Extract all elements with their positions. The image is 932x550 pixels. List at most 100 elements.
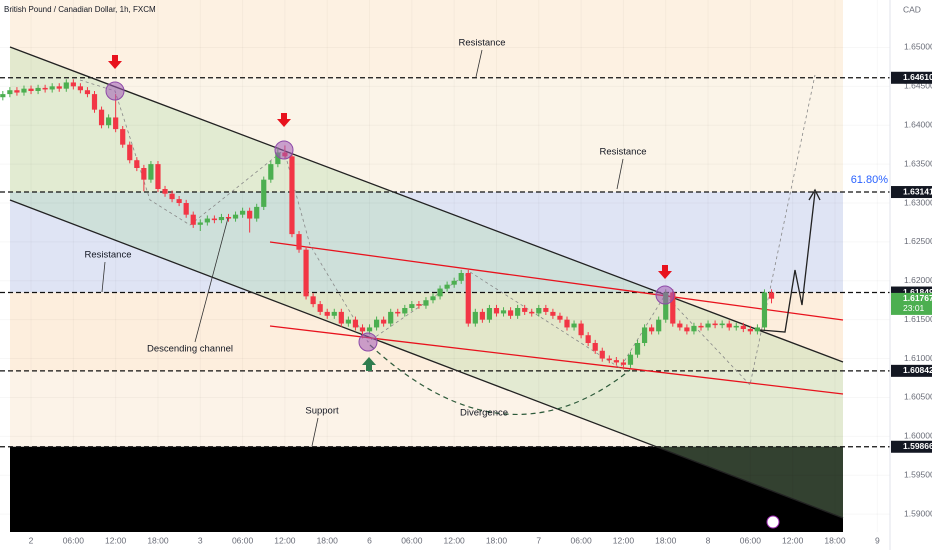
candle-body xyxy=(35,87,41,91)
candle-body xyxy=(366,327,373,332)
candle-body xyxy=(754,327,761,332)
candle-body xyxy=(169,193,175,200)
candle-body xyxy=(134,160,140,168)
y-tick-label: 1.62000 xyxy=(904,275,932,285)
candle-body xyxy=(529,311,535,314)
up-arrow xyxy=(362,357,376,371)
candle-body xyxy=(592,343,598,351)
x-tick-label: 6 xyxy=(367,535,372,545)
candle-body xyxy=(106,117,112,126)
candle-body xyxy=(239,210,246,215)
candle-body xyxy=(388,311,394,324)
event-icon xyxy=(766,515,780,529)
candle-body xyxy=(627,354,634,365)
candle-body xyxy=(458,273,464,281)
candle-body xyxy=(28,88,34,91)
candle-body xyxy=(261,179,267,207)
channel-upper xyxy=(9,46,844,363)
y-tick-label: 1.65000 xyxy=(904,42,932,52)
candle-body xyxy=(49,86,55,90)
annotation: Support xyxy=(305,406,339,417)
level-label: 1.64610 xyxy=(903,72,932,82)
candle-body xyxy=(338,311,344,324)
candle-body xyxy=(543,308,549,312)
candle-body xyxy=(162,189,168,194)
y-tick-label: 1.60500 xyxy=(904,392,932,402)
candle-body xyxy=(289,156,295,235)
candle-body xyxy=(768,292,775,299)
candle-body xyxy=(522,308,528,312)
candle-body xyxy=(120,129,126,145)
candle-body xyxy=(634,343,641,355)
candle-body xyxy=(7,90,13,95)
candle-body xyxy=(444,284,450,289)
candle-body xyxy=(21,88,27,93)
level-box xyxy=(891,71,932,84)
y-tick-label: 1.63500 xyxy=(904,158,932,168)
down-arrow xyxy=(658,265,672,279)
level-label: 1.63141 xyxy=(903,186,932,196)
candle-body xyxy=(268,164,274,180)
candle-body xyxy=(564,319,570,328)
candle-body xyxy=(373,319,380,328)
candles xyxy=(0,79,775,370)
candle-body xyxy=(761,292,768,328)
level-box xyxy=(891,186,932,199)
candle-body xyxy=(423,300,429,306)
grid xyxy=(0,77,890,448)
candle-body xyxy=(155,164,161,189)
candle-body xyxy=(726,323,732,328)
candle-body xyxy=(649,327,655,332)
candle-body xyxy=(204,218,210,223)
current-time: 23:01 xyxy=(903,303,925,313)
y-tick-label: 1.60000 xyxy=(904,431,932,441)
down-arrow xyxy=(277,113,291,127)
x-tick-label: 18:00 xyxy=(147,535,169,545)
candle-body xyxy=(620,362,627,365)
candle-body xyxy=(127,144,133,161)
x-tick-label: 18:00 xyxy=(486,535,508,545)
x-tick-label: 7 xyxy=(536,535,541,545)
annotation: Divergence xyxy=(460,408,508,419)
fib-label: 61.80% xyxy=(851,174,889,186)
x-tick-label: 06:00 xyxy=(570,535,592,545)
x-tick-label: 8 xyxy=(706,535,711,545)
candle-body xyxy=(381,319,387,324)
candle-body xyxy=(437,288,443,297)
x-tick-label: 2 xyxy=(29,535,34,545)
down-arrow xyxy=(108,55,122,69)
candle-body xyxy=(747,329,753,332)
candle-body xyxy=(409,304,415,308)
candle-body xyxy=(42,87,48,90)
y-tick-label: 1.64500 xyxy=(904,81,932,91)
candle-body xyxy=(585,335,591,343)
x-tick-label: 12:00 xyxy=(444,535,466,545)
candle-body xyxy=(197,222,203,225)
candle-body xyxy=(705,323,711,328)
zone xyxy=(10,446,843,532)
candle-body xyxy=(402,308,408,314)
candle-body xyxy=(613,360,619,363)
candle-body xyxy=(479,311,485,320)
candle-body xyxy=(500,310,507,314)
candle-body xyxy=(599,350,605,359)
candle-body xyxy=(606,358,612,361)
candle-body xyxy=(536,308,542,314)
candle-body xyxy=(98,109,105,126)
projection xyxy=(759,191,816,333)
pivot-circle xyxy=(655,285,675,305)
candle-body xyxy=(218,217,225,221)
candle-body xyxy=(472,311,478,324)
y-tick-label: 1.64000 xyxy=(904,119,932,129)
zone xyxy=(10,192,843,293)
candle-body xyxy=(578,323,584,336)
pivot-circle xyxy=(274,140,294,160)
candle-body xyxy=(84,90,91,95)
candle-body xyxy=(0,94,6,98)
level-label: 1.60842 xyxy=(903,365,932,375)
candle-body xyxy=(324,311,330,316)
axes: 1.59000 1.59500 1.60000 1.60500 1.61000 1.615… xyxy=(29,42,932,545)
currency: CAD xyxy=(903,4,921,14)
candle-body xyxy=(176,199,182,203)
candle-body xyxy=(451,280,457,285)
